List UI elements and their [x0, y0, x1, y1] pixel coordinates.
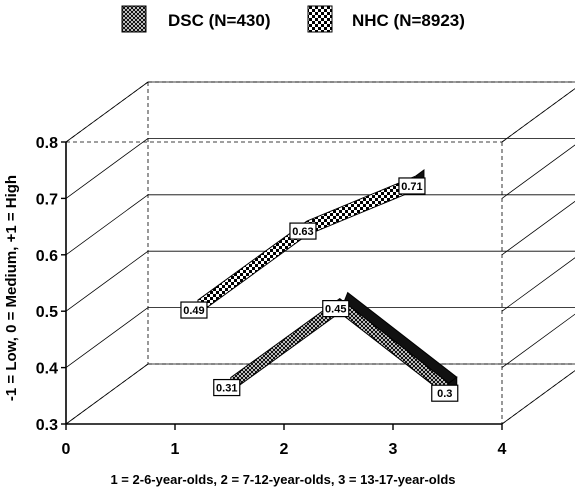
- data-label-0-2: 0.3: [437, 388, 452, 400]
- series-ribbons: [197, 168, 458, 399]
- data-label-box-1-1: [289, 222, 317, 240]
- x-tick-label-2: 2: [280, 441, 289, 458]
- data-label-1-2: 0.71: [401, 181, 422, 193]
- legend-swatch-nhc: [307, 5, 333, 33]
- legend-swatch-dsc: [121, 5, 147, 33]
- y-tick-label-0: 0.3: [36, 417, 58, 434]
- legend: DSC (N=430) NHC (N=8923): [121, 5, 465, 33]
- gridline-depth-3: [65, 194, 149, 256]
- gridline-side-1: [501, 313, 575, 368]
- gridline-side-0: [501, 370, 575, 425]
- gridlines: [65, 81, 575, 425]
- y-tick-label-3: 0.6: [36, 248, 58, 265]
- data-label-box-1-2: [398, 177, 426, 195]
- frame-depth-bottom-right: [501, 370, 575, 425]
- data-labels: 0.31 0.45 0.3 0.49 0.63 0.71: [180, 177, 459, 402]
- gridline-depth-0: [65, 363, 149, 425]
- y-tick-label-4: 0.7: [36, 191, 58, 208]
- x-tick-label-0: 0: [62, 441, 71, 458]
- plot-frame: [65, 81, 575, 425]
- x-tick-label-1: 1: [171, 441, 180, 458]
- x-axis-label: 1 = 2-6-year-olds, 2 = 7-12-year-olds, 3…: [110, 472, 455, 487]
- gridline-side-5: [501, 88, 575, 143]
- x-tick-label-3: 3: [389, 441, 398, 458]
- gridline-depth-5: [65, 81, 149, 143]
- data-label-box-0-2: [431, 384, 459, 402]
- gridline-depth-2: [65, 250, 149, 312]
- gridline-side-4: [501, 144, 575, 199]
- gridline-side-3: [501, 200, 575, 256]
- data-label-0-0: 0.31: [216, 383, 237, 395]
- gridline-depth-1: [65, 307, 149, 368]
- data-label-box-0-0: [213, 378, 241, 397]
- data-label-1-0: 0.49: [183, 305, 204, 317]
- y-tick-label-1: 0.4: [36, 361, 58, 378]
- gridline-depth-4: [65, 138, 149, 199]
- frame-depth-top-right: [501, 88, 575, 143]
- y-axis-ticks: 0.3 0.4 0.5 0.6 0.7 0.8: [36, 135, 66, 434]
- x-axis-ticks: 0 1 2 3 4: [62, 424, 507, 458]
- legend-label-dsc: DSC (N=430): [168, 11, 271, 30]
- x-tick-label-4: 4: [498, 441, 507, 458]
- y-tick-label-2: 0.5: [36, 304, 58, 321]
- y-tick-label-5: 0.8: [36, 135, 58, 152]
- data-label-box-0-1: [322, 300, 350, 318]
- data-label-1-1: 0.63: [292, 226, 313, 238]
- series-ribbon-1: [197, 175, 417, 316]
- gridline-side-2: [501, 257, 575, 312]
- legend-label-nhc: NHC (N=8923): [352, 11, 465, 30]
- data-label-0-1: 0.45: [325, 304, 346, 316]
- data-label-box-1-0: [180, 301, 208, 319]
- y-axis-label: -1 = Low, 0 = Medium, +1 = High: [3, 175, 20, 401]
